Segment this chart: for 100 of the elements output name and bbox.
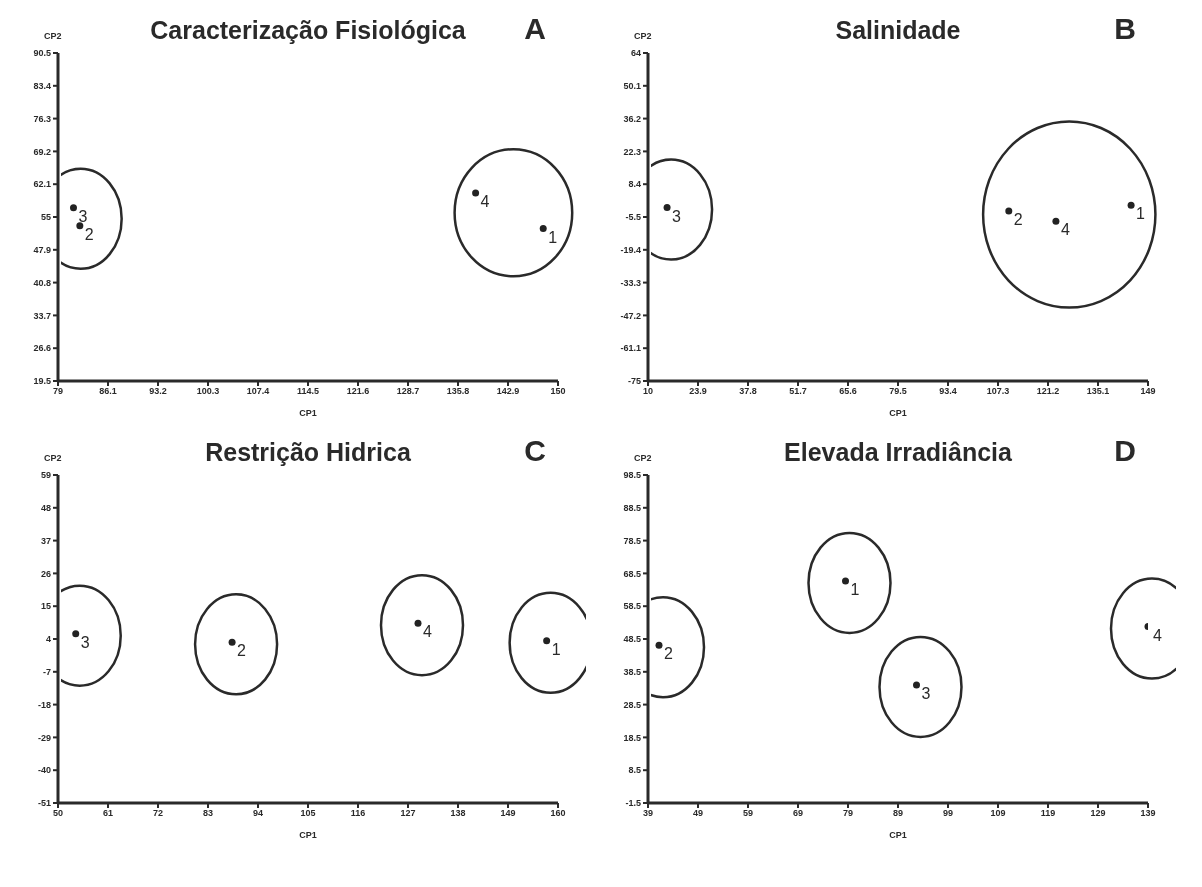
y-tick-label: -19.4	[620, 245, 641, 255]
x-tick-label: 116	[350, 808, 366, 819]
y-tick-label: -61.1	[620, 343, 641, 354]
x-tick-label: 100.3	[196, 386, 220, 397]
x-tick-label: 39	[642, 808, 654, 819]
y-axis-title: CP2	[634, 31, 652, 41]
annotation: 2	[1013, 211, 1023, 229]
annotation: 4	[480, 192, 490, 210]
y-tick-label: 38.5	[623, 666, 641, 677]
y-tick-label: 76.3	[33, 113, 51, 124]
x-tick-label: 79	[52, 386, 64, 397]
x-tick-label: 37.8	[739, 386, 757, 397]
y-tick-label: 68.5	[623, 568, 641, 579]
x-tick-label: 121.6	[346, 386, 370, 397]
annotation: 2	[237, 642, 247, 660]
y-tick-label: -7	[42, 666, 51, 677]
y-tick-label: 48	[40, 502, 51, 513]
y-tick-label: 40.8	[33, 277, 51, 288]
annotation: 2	[664, 645, 673, 663]
annotation: 2	[84, 225, 94, 243]
y-axis-title: CP2	[44, 31, 62, 41]
y-tick-label: 18.5	[623, 732, 641, 743]
y-tick-label: 19.5	[33, 376, 51, 387]
y-tick-label: -51	[37, 798, 51, 809]
x-tick-label: 150	[550, 386, 566, 397]
x-tick-label: 149	[500, 808, 516, 819]
annotation: 1	[1136, 205, 1146, 223]
y-tick-label: -40	[37, 765, 51, 776]
text: C	[524, 434, 546, 468]
x-tick-label: 10	[642, 386, 654, 397]
point	[842, 577, 849, 585]
text: D	[1114, 434, 1136, 468]
x-tick-label: 135.8	[446, 386, 470, 397]
annotation: 1	[548, 228, 558, 246]
x-tick-label: 138	[450, 808, 466, 819]
annotation: 4	[1060, 221, 1070, 239]
point	[663, 204, 671, 212]
point	[539, 225, 547, 233]
y-tick-label: 55	[40, 212, 51, 223]
chart-title: Caracterização Fisiológica	[149, 16, 467, 45]
y-tick-label: -75	[627, 376, 641, 387]
y-tick-label: 69.2	[33, 146, 51, 157]
annotation: 3	[78, 207, 88, 225]
y-tick-label: 8.4	[628, 179, 641, 190]
x-axis-title: CP1	[298, 830, 318, 840]
x-tick-label: 149	[1140, 386, 1156, 397]
x-tick-label: 127	[400, 808, 416, 819]
x-tick-label: 93.4	[939, 386, 957, 397]
point	[543, 637, 551, 645]
x-tick-label: 59	[742, 808, 754, 819]
x-tick-label: 107.3	[986, 386, 1010, 397]
text: A	[524, 12, 546, 46]
y-tick-label: 98.5	[623, 470, 641, 481]
y-tick-label: -29	[37, 732, 51, 743]
y-tick-label: 62.1	[33, 179, 51, 190]
chart-title: Salinidade	[834, 16, 962, 45]
point	[913, 681, 920, 689]
chart-title: Restrição Hidrica	[204, 438, 412, 467]
x-tick-label: 139	[1140, 808, 1156, 819]
y-tick-label: 22.3	[623, 146, 641, 157]
point	[1005, 207, 1013, 215]
x-axis-title: CP1	[888, 830, 908, 840]
y-axis-title: CP2	[634, 453, 652, 463]
x-tick-label: 114.5	[296, 386, 320, 397]
point	[472, 189, 480, 197]
annotation: 3	[921, 684, 931, 702]
y-tick-label: 59	[40, 470, 51, 481]
y-tick-label: 33.7	[33, 310, 51, 321]
point	[1127, 201, 1135, 209]
x-tick-label: 121.2	[1036, 386, 1060, 397]
x-tick-label: 128.7	[396, 386, 420, 397]
x-tick-label: 61	[102, 808, 114, 819]
x-axis-title: CP1	[298, 408, 318, 418]
annotation: 3	[672, 207, 682, 225]
y-tick-label: 78.5	[623, 535, 641, 546]
x-tick-label: 109	[990, 808, 1006, 819]
y-tick-label: 88.5	[623, 502, 641, 513]
x-tick-label: 83	[202, 808, 214, 819]
point	[69, 204, 77, 212]
point	[76, 222, 84, 230]
y-tick-label: 36.2	[623, 113, 641, 124]
x-tick-label: 105	[300, 808, 316, 819]
annotation: 1	[850, 580, 860, 598]
x-tick-label: 89	[892, 808, 904, 819]
y-tick-label: 37	[40, 535, 51, 546]
text: B	[1114, 12, 1136, 46]
point	[1052, 217, 1060, 225]
point	[414, 619, 422, 627]
x-tick-label: 86.1	[99, 386, 117, 397]
x-tick-label: 142.9	[496, 386, 520, 397]
y-tick-label: 4	[45, 634, 51, 645]
x-tick-label: 107.4	[246, 386, 270, 397]
y-tick-label: 8.5	[628, 765, 641, 776]
annotation: 3	[80, 633, 90, 651]
x-tick-label: 135.1	[1086, 386, 1110, 397]
annotation: 4	[423, 623, 432, 641]
x-tick-label: 69	[792, 808, 804, 819]
x-tick-label: 65.6	[839, 386, 857, 397]
chart-title: Elevada Irradiância	[783, 438, 1013, 467]
x-tick-label: 23.9	[689, 386, 707, 397]
